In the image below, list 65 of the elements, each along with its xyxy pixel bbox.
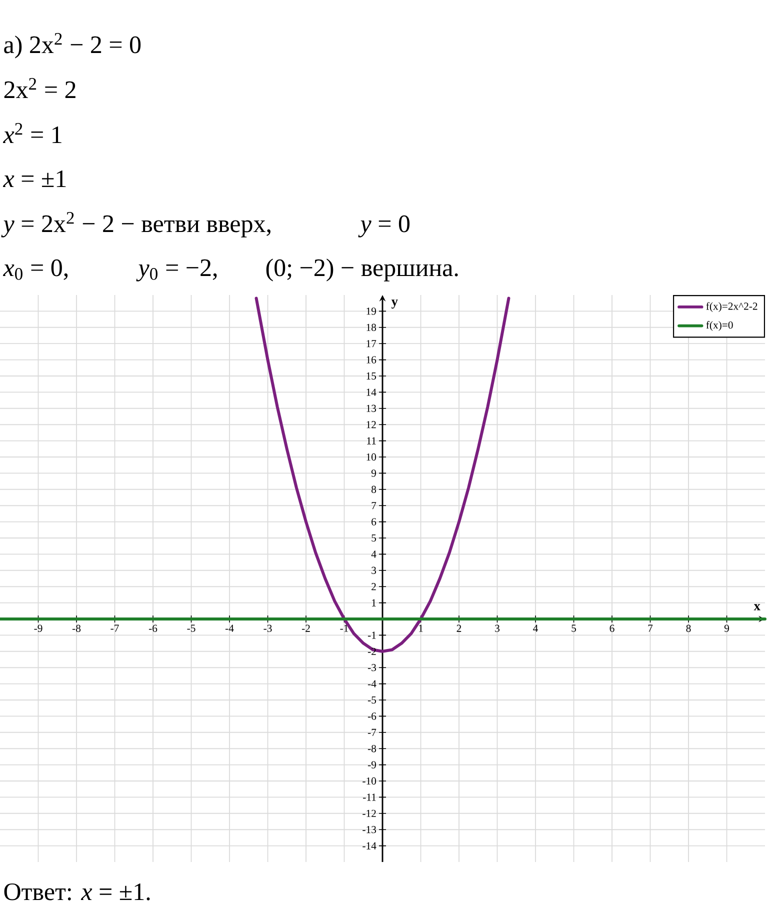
y-tick-label: -9 [368, 761, 376, 768]
x-tick-label: -8 [72, 624, 81, 632]
y-tick-label: -14 [362, 842, 376, 850]
text: y$_{0}$ = −2, [136, 259, 217, 282]
y-tick-label: 6 [372, 518, 376, 526]
y-tick-label: 16 [366, 356, 376, 364]
text: Ответ: x = ±1. [4, 883, 150, 900]
x-tick-label: -3 [264, 624, 272, 632]
text: y = 2x$^{2}$ − 2 − ветви вверх, [1, 212, 270, 238]
x-tick-label: 9 [724, 624, 729, 632]
x-tick-label: -5 [187, 624, 196, 632]
x-tick-label: -4 [225, 624, 234, 632]
y-tick-label: 15 [366, 372, 376, 380]
y-tick-label: -12 [362, 810, 376, 817]
y-tick-label: 17 [366, 340, 376, 348]
y-tick-label: 4 [371, 550, 376, 558]
y-tick-label: 8 [372, 486, 376, 493]
y-tick-label: 7 [372, 502, 376, 510]
y-tick-label: 11 [367, 437, 376, 444]
x-tick-label: -2 [302, 624, 310, 632]
x-tick-label: 5 [572, 624, 576, 632]
y-tick-label: 12 [366, 421, 376, 428]
x-tick-label: -7 [110, 624, 119, 632]
y-tick-label: 9 [371, 470, 376, 477]
text: а) 2x$^{2}$ − 2 = 0 [4, 33, 141, 58]
y-axis-title: y [391, 300, 398, 309]
y-tick-label: -1 [368, 632, 376, 639]
x-tick-label: 2 [456, 624, 462, 632]
y-tick-label: 1 [372, 599, 376, 606]
text: x$^{2}$ = 1 [2, 123, 62, 143]
y-tick-label: -3 [368, 664, 376, 672]
y-tick-label: -7 [368, 728, 376, 736]
y-tick-label: 19 [366, 308, 376, 315]
x-tick-label: -1 [340, 624, 348, 632]
text: x = ±1 [2, 170, 66, 187]
x-tick-label: 6 [610, 624, 614, 632]
x-tick-label: 4 [533, 624, 538, 632]
text: 2x$^{2}$ = 2 [4, 78, 76, 98]
x-axis-title: x [754, 604, 760, 610]
y-tick-label: 10 [366, 453, 376, 461]
y-tick-label: 3 [372, 566, 376, 574]
x-tick-label: -9 [34, 624, 42, 632]
text: y = 0 [358, 215, 410, 238]
y-tick-label: 18 [366, 324, 376, 331]
line-series [254, 296, 510, 653]
y-tick-label: 5 [372, 534, 376, 542]
y-tick-label: -13 [362, 826, 376, 834]
y-tick-label: -6 [368, 712, 376, 720]
x-tick-label: 8 [686, 624, 691, 632]
x-tick-label: 7 [648, 624, 653, 632]
y-tick-label: 14 [366, 388, 376, 396]
x-tick-label: -6 [148, 624, 158, 632]
legend-label: f(x)=2x^2-2 [706, 302, 758, 312]
y-tick-label: 13 [366, 404, 376, 412]
text: x$_{0}$ = 0, [2, 259, 68, 280]
x-tick-label: 1 [419, 624, 423, 632]
x-tick-label: 3 [495, 624, 500, 632]
y-tick-label: -10 [362, 777, 376, 785]
y-tick-label: -8 [368, 745, 376, 752]
y-tick-label: -5 [368, 696, 376, 704]
legend-label: f(x)=0 [706, 321, 733, 331]
text: (0; −2) − вершина. [266, 258, 458, 282]
y-tick-label: -4 [368, 680, 376, 688]
y-tick-label: -11 [363, 794, 376, 801]
y-tick-label: 2 [372, 583, 376, 590]
